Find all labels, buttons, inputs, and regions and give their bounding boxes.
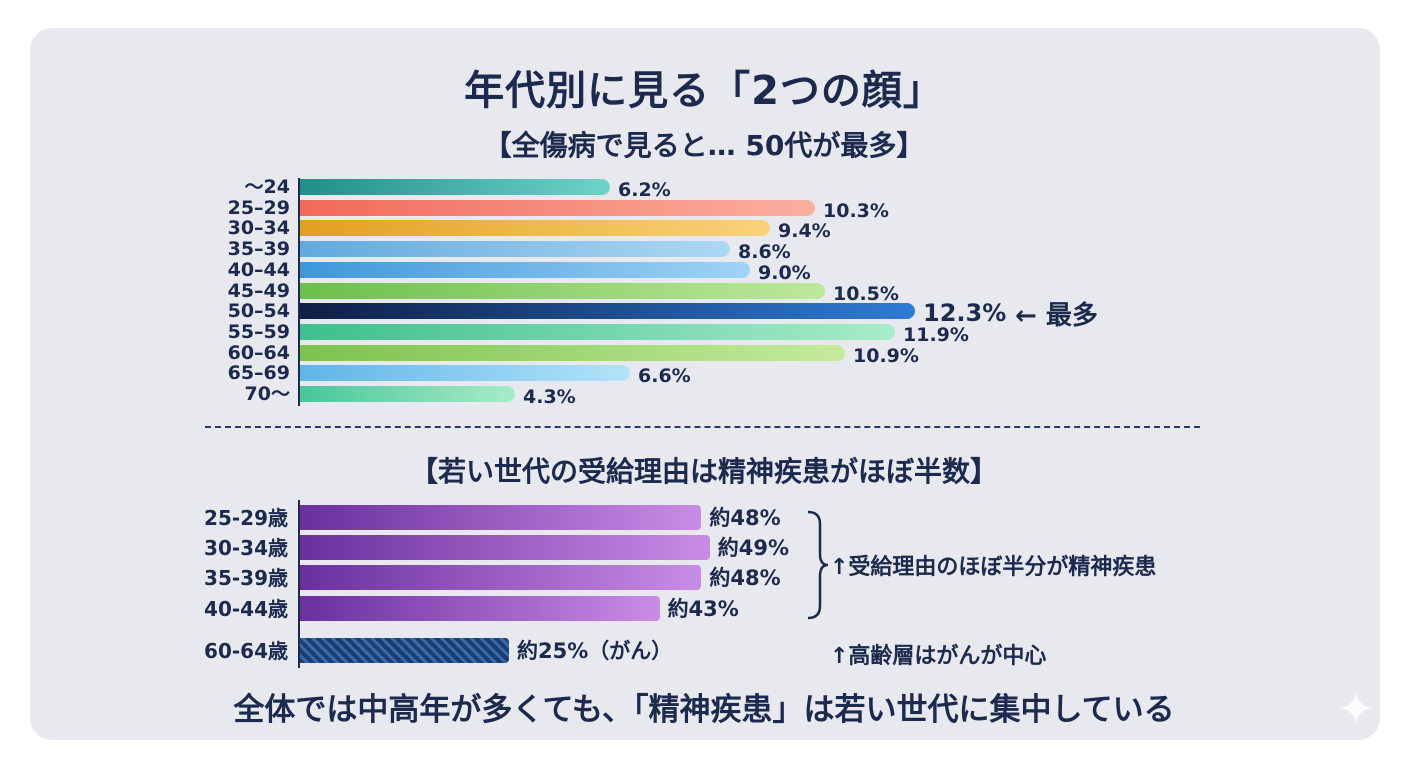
chart1-category-label: 60–64 xyxy=(227,341,290,364)
chart1-data-label: 12.3% xyxy=(923,299,1007,328)
chart1-data-label: 10.5% xyxy=(833,282,899,305)
chart1-data-label: 10.9% xyxy=(853,344,919,367)
chart2-y-axis xyxy=(298,500,300,668)
section-divider xyxy=(205,426,1200,428)
chart1-category-label: 45–49 xyxy=(227,279,290,302)
chart1-data-label: 11.9% xyxy=(903,323,969,346)
chart2-category-label: 30-34歳 xyxy=(204,536,288,560)
chart2-category-label: 25-29歳 xyxy=(204,506,288,530)
chart1-subtitle: 【全傷病で見ると… 50代が最多】 xyxy=(483,129,925,162)
chart2-bar xyxy=(300,565,702,590)
chart2-category-label: 60-64歳 xyxy=(204,639,288,663)
chart1-category-label: 70〜 xyxy=(244,383,290,405)
chart1-data-label: 6.2% xyxy=(618,179,671,201)
chart1-bar xyxy=(300,261,750,278)
peak-note: ← 最多 xyxy=(1015,301,1098,332)
chart1-category-label: 25–29 xyxy=(227,196,290,219)
chart1-category-label: 35–39 xyxy=(227,238,290,261)
mental-illness-note: ↑受給理由のほぼ半分が精神疾患 xyxy=(830,555,1157,580)
chart2-data-label: 約25%（がん） xyxy=(517,639,673,663)
chart1-data-label: 10.3% xyxy=(823,199,889,222)
chart1-data-label: 9.4% xyxy=(778,220,831,243)
chart1-bar xyxy=(300,303,915,320)
chart1-data-label: 4.3% xyxy=(523,386,576,408)
chart1-bar xyxy=(300,241,730,258)
chart1-category-label: 55–59 xyxy=(227,320,290,343)
chart1-category-label: 65–69 xyxy=(227,362,290,385)
sparkle-icon xyxy=(1340,692,1372,724)
chart1-bar xyxy=(300,220,770,237)
chart1-category-label: 〜24 xyxy=(244,176,290,198)
chart2-subtitle: 【若い世代の受給理由は精神疾患がほぼ半数】 xyxy=(409,455,998,488)
chart1-bar xyxy=(300,199,815,216)
chart1-bar xyxy=(300,282,825,299)
chart2-data-label: 約49% xyxy=(717,536,789,560)
chart1-data-label: 9.0% xyxy=(758,261,811,284)
chart1-category-label: 40–44 xyxy=(227,258,290,281)
chart1-bar xyxy=(300,179,610,195)
chart2-bar xyxy=(300,596,660,621)
page-title: 年代別に見る「2つの顔」 xyxy=(464,68,944,114)
chart1-data-label: 6.6% xyxy=(638,365,691,388)
bracket-icon xyxy=(807,510,829,620)
chart2-category-label: 40-44歳 xyxy=(204,597,288,621)
chart1-bar xyxy=(300,386,515,402)
chart2-bar xyxy=(300,505,702,530)
footer-conclusion: 全体では中高年が多くても、「精神疾患」は若い世代に集中している xyxy=(233,692,1175,728)
chart2-data-label: 約43% xyxy=(667,597,739,621)
chart1-y-axis xyxy=(298,178,300,406)
chart1-category-label: 50–54 xyxy=(227,300,290,323)
chart2-data-label: 約48% xyxy=(709,566,781,590)
chart1-bar xyxy=(300,365,630,382)
chart1-bar xyxy=(300,323,895,340)
chart1-data-label: 8.6% xyxy=(738,241,791,264)
chart2-category-label: 35-39歳 xyxy=(204,566,288,590)
chart2-data-label: 約48% xyxy=(709,506,781,530)
cancer-note: ↑高齢層はがんが中心 xyxy=(830,644,1047,669)
chart2-bar xyxy=(300,638,510,663)
chart-card xyxy=(30,28,1380,740)
chart2-bar xyxy=(300,535,710,560)
chart1-bar xyxy=(300,344,845,361)
chart1-category-label: 30–34 xyxy=(227,217,290,240)
